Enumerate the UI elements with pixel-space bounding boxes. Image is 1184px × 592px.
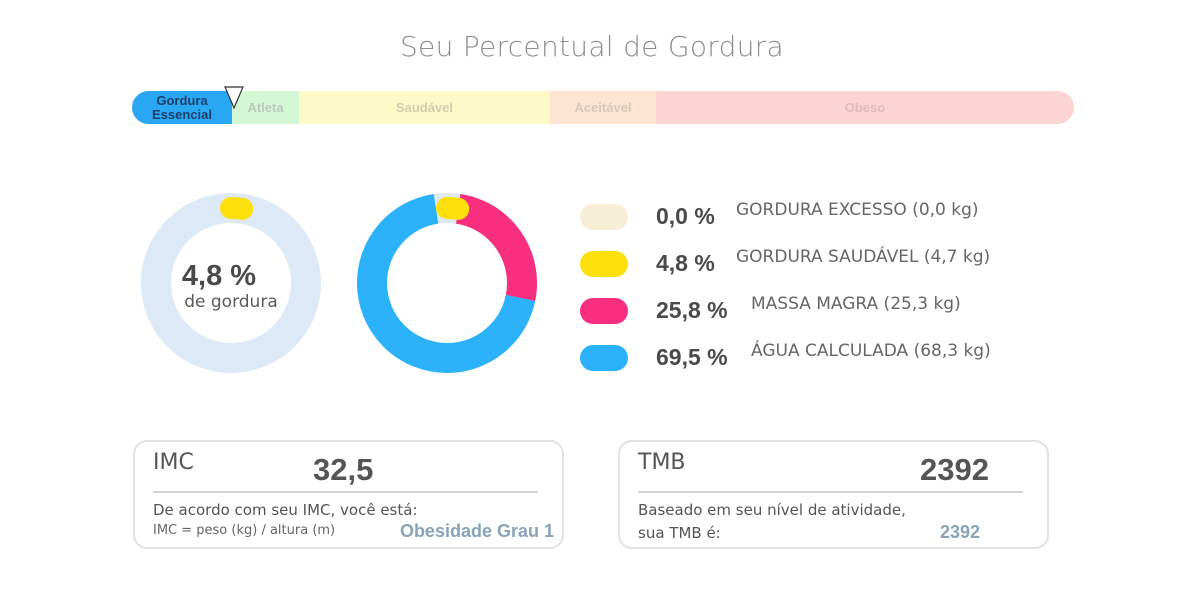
tmb-card: TMB 2392 Baseado em seu nível de ativida… — [618, 440, 1049, 549]
legend-percentage: 25,8 % — [656, 297, 728, 323]
legend-label: ÁGUA CALCULADA (68,3 kg) — [751, 341, 991, 361]
scale-segment-athlete: Atleta — [232, 91, 299, 124]
scale-segment-label: Saudável — [395, 99, 454, 115]
tmb-description-line1: Baseado em seu nível de atividade, — [638, 501, 906, 519]
imc-result: Obesidade Grau 1 — [399, 521, 554, 541]
tmb-description-line2: sua TMB é: — [638, 524, 721, 542]
tmb-divider — [638, 491, 1023, 493]
body-fat-value: 4,8 % — [181, 260, 257, 292]
scale-segment-essential: Gordura Essencial — [132, 91, 232, 124]
legend-percentage: 0,0 % — [656, 203, 715, 229]
legend-percentage: 69,5 % — [656, 344, 728, 370]
imc-value: 32,5 — [313, 452, 374, 487]
composition-donut — [357, 193, 537, 373]
scale-segment-obese: Obeso — [656, 91, 1074, 124]
scale-segment-healthy: Saudável — [299, 91, 550, 124]
legend-label: MASSA MAGRA (25,3 kg) — [751, 294, 961, 314]
tmb-value: 2392 — [920, 452, 989, 487]
tmb-label: TMB — [638, 450, 686, 475]
imc-description: De acordo com seu IMC, você está: — [153, 501, 418, 519]
legend-label: GORDURA SAUDÁVEL (4,7 kg) — [736, 247, 991, 267]
page-title: Seu Percentual de Gordura — [399, 30, 785, 63]
legend-swatch — [580, 298, 628, 324]
legend-swatch — [580, 204, 628, 230]
scale-marker-icon — [224, 86, 244, 110]
composition-arc-1 — [361, 197, 533, 369]
scale-segment-acceptable: Aceitável — [550, 91, 656, 124]
scale-segment-label: Gordura Essencial — [152, 92, 212, 122]
tmb-result: 2392 — [940, 522, 981, 542]
scale-segment-label: Atleta — [247, 99, 284, 115]
imc-formula: IMC = peso (kg) / altura (m) — [153, 523, 336, 538]
body-fat-donut — [141, 193, 321, 373]
body-fat-scale: Gordura Essencial Atleta Saudável Aceitá… — [132, 91, 1074, 124]
donut-fat-arc — [145, 197, 317, 369]
imc-label: IMC — [153, 450, 194, 475]
scale-segment-label: Obeso — [844, 99, 886, 115]
legend-swatch — [580, 251, 628, 277]
body-fat-subtitle: de gordura — [184, 292, 278, 312]
imc-card: IMC 32,5 De acordo com seu IMC, você est… — [133, 440, 564, 549]
composition-arc-2 — [357, 193, 537, 373]
legend-swatch — [580, 345, 628, 371]
composition-arc-3 — [357, 193, 537, 373]
imc-divider — [153, 491, 538, 493]
legend-label: GORDURA EXCESSO (0,0 kg) — [736, 200, 979, 220]
legend-percentage: 4,8 % — [656, 250, 715, 276]
scale-segment-label: Aceitável — [574, 99, 632, 115]
